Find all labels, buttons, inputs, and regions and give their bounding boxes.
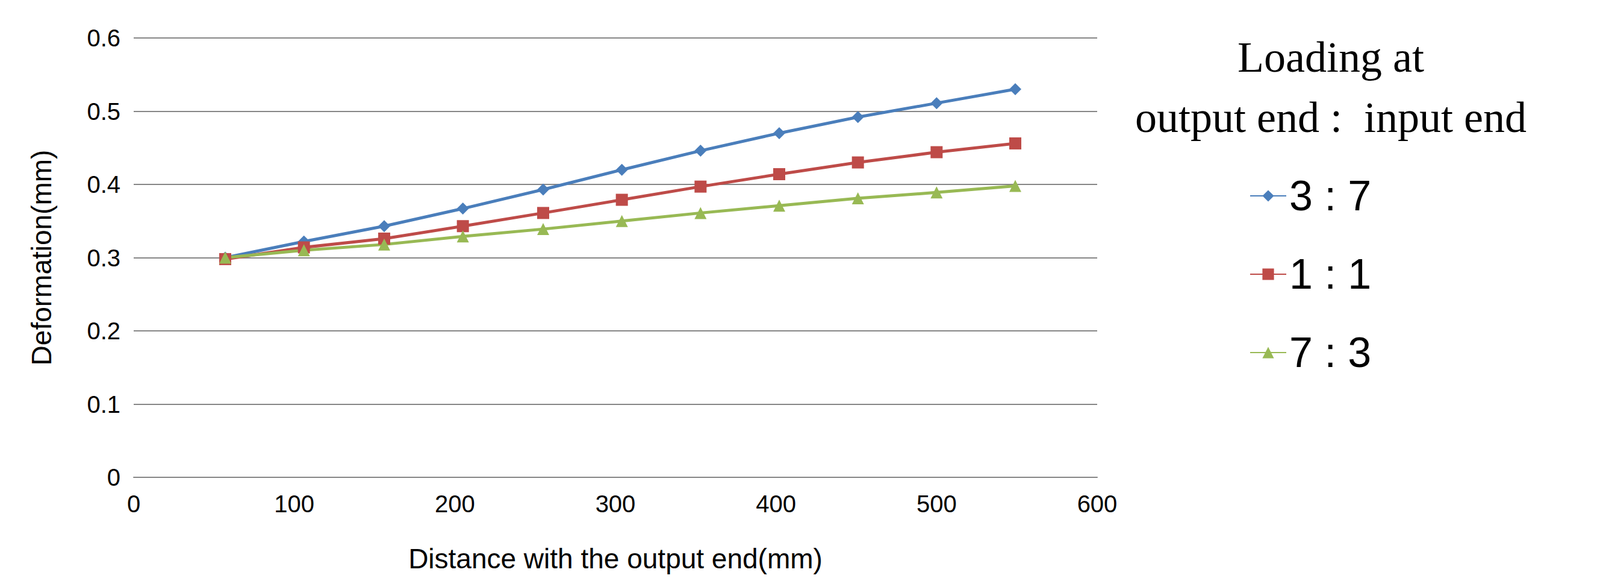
svg-text:output end : input end: output end : input end: [1135, 93, 1527, 142]
svg-text:500: 500: [916, 490, 957, 517]
svg-text:0: 0: [127, 490, 141, 517]
svg-text:600: 600: [1077, 490, 1118, 517]
svg-text:400: 400: [755, 490, 797, 517]
svg-text:0: 0: [107, 463, 121, 491]
svg-text:0.6: 0.6: [86, 24, 121, 52]
svg-text:7 : 3: 7 : 3: [1289, 328, 1372, 376]
svg-text:Distance with the output end(m: Distance with the output end(mm): [408, 542, 823, 574]
svg-text:0.5: 0.5: [86, 98, 121, 125]
svg-text:0.3: 0.3: [86, 244, 121, 271]
svg-text:0.4: 0.4: [86, 171, 121, 198]
svg-text:Loading at: Loading at: [1237, 33, 1425, 82]
svg-text:3 : 7: 3 : 7: [1289, 172, 1372, 220]
svg-text:Deformation(mm): Deformation(mm): [25, 149, 58, 366]
svg-text:200: 200: [434, 490, 476, 517]
svg-text:300: 300: [595, 490, 636, 517]
svg-text:0.1: 0.1: [86, 390, 121, 418]
svg-text:100: 100: [273, 490, 315, 517]
svg-text:1 : 1: 1 : 1: [1289, 250, 1372, 298]
svg-text:0.2: 0.2: [86, 317, 121, 344]
